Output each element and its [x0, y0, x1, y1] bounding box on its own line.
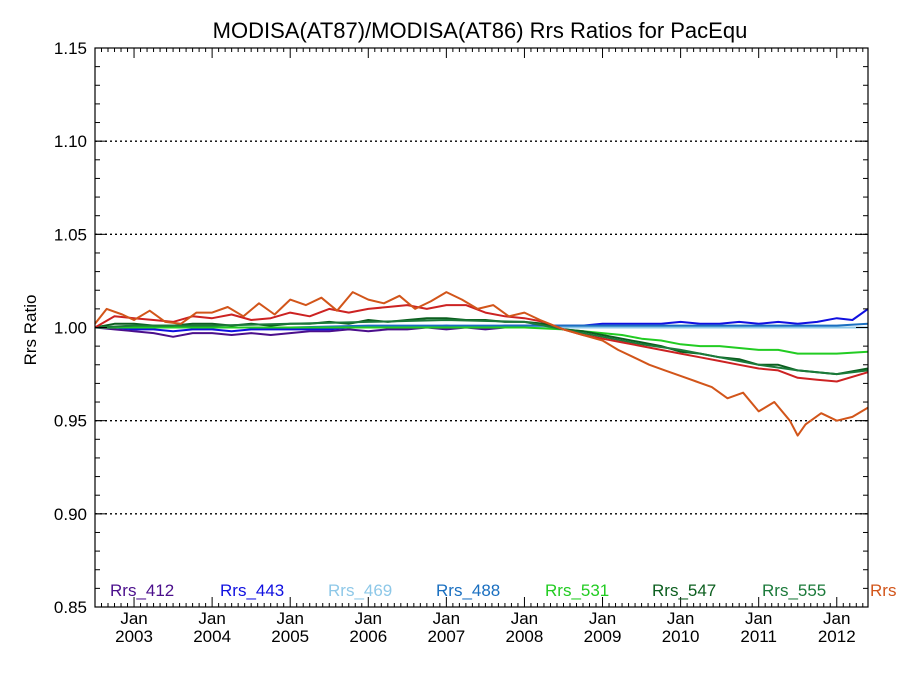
legend: Rrs_412 Rrs_443 Rrs_469 Rrs_488 Rrs_531 Rrs_5… [110, 581, 896, 600]
x-tick-label-year: 2009 [584, 627, 622, 646]
legend-entry-rrs-531: Rrs_531 [545, 581, 609, 600]
y-axis-label: Rrs Ratio [21, 295, 40, 366]
x-tick-label-month: Jan [276, 609, 303, 628]
chart-title: MODISA(AT87)/MODISA(AT86) Rrs Ratios for… [213, 18, 748, 43]
x-tick-label-month: Jan [823, 609, 850, 628]
x-tick-label-year: 2004 [193, 627, 231, 646]
x-tick-label-year: 2011 [740, 627, 777, 646]
series-line-rrs-645 [94, 304, 869, 383]
legend-entry-rrs-547: Rrs_547 [652, 581, 716, 600]
y-tick-label: 0.85 [54, 598, 87, 617]
x-tick-label-month: Jan [120, 609, 147, 628]
x-tick-label-month: Jan [198, 609, 225, 628]
y-tick-label: 0.90 [54, 505, 87, 524]
x-tick-label-month: Jan [511, 609, 538, 628]
y-tick-label: 1.05 [54, 225, 87, 244]
x-tick-label-year: 2010 [662, 627, 700, 646]
series-line-rrs-555 [94, 319, 869, 376]
series-layer [94, 291, 869, 437]
x-tick-label-year: 2005 [271, 627, 309, 646]
y-tick-label: 0.95 [54, 412, 87, 431]
x-tick-label-month: Jan [433, 609, 460, 628]
x-tick-label-year: 2012 [818, 627, 856, 646]
x-tick-label-month: Jan [355, 609, 382, 628]
x-tick-label-year: 2003 [115, 627, 153, 646]
legend-entry-rrs-488: Rrs_488 [436, 581, 500, 600]
series-line-rrs-531 [95, 326, 869, 355]
series-line-rrs-667 [94, 291, 869, 437]
axes-layer: 0.850.900.951.001.051.101.15Jan2003Jan20… [54, 39, 869, 646]
legend-entry-rrs-469: Rrs_469 [328, 581, 392, 600]
x-tick-label-year: 2006 [349, 627, 387, 646]
legend-entry-rrs-667: Rrs [870, 581, 896, 600]
y-tick-label: 1.00 [54, 319, 87, 338]
legend-entry-rrs-412: Rrs_412 [110, 581, 174, 600]
y-tick-label: 1.10 [54, 132, 87, 151]
legend-entry-rrs-443: Rrs_443 [220, 581, 284, 600]
y-tick-label: 1.15 [54, 39, 87, 58]
x-tick-label-month: Jan [589, 609, 616, 628]
x-tick-label-year: 2008 [506, 627, 544, 646]
x-tick-label-year: 2007 [427, 627, 465, 646]
legend-entry-rrs-555: Rrs_555 [762, 581, 826, 600]
x-tick-label-month: Jan [745, 609, 772, 628]
x-tick-label-month: Jan [667, 609, 694, 628]
